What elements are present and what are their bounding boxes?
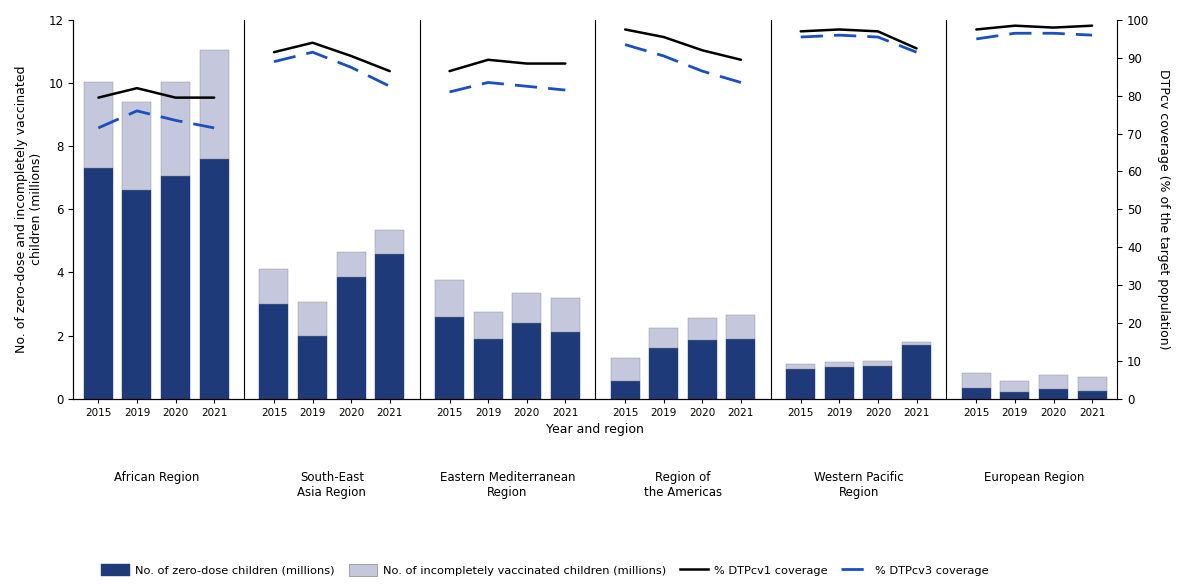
Bar xyxy=(902,342,931,345)
Bar xyxy=(787,369,815,398)
Bar xyxy=(474,339,502,398)
Bar xyxy=(1000,381,1030,393)
Bar xyxy=(687,318,717,340)
Bar xyxy=(512,323,542,398)
Bar xyxy=(610,381,640,398)
Bar xyxy=(337,252,366,277)
Bar xyxy=(299,302,327,336)
Bar xyxy=(649,328,678,348)
Bar xyxy=(122,190,152,398)
Bar xyxy=(376,254,404,398)
Text: Region of
the Americas: Region of the Americas xyxy=(643,471,722,499)
Bar xyxy=(84,168,113,398)
Text: European Region: European Region xyxy=(984,471,1084,483)
Bar xyxy=(687,340,717,398)
Bar xyxy=(551,332,579,398)
Bar xyxy=(1039,375,1068,389)
Bar xyxy=(726,315,755,339)
Legend: No. of zero-dose children (millions), No. of incompletely vaccinated children (m: No. of zero-dose children (millions), No… xyxy=(97,560,993,580)
Bar xyxy=(864,361,892,366)
Bar xyxy=(260,270,288,304)
Bar xyxy=(962,373,991,387)
Bar xyxy=(376,230,404,254)
Bar xyxy=(337,277,366,398)
Bar xyxy=(199,50,229,159)
Bar xyxy=(1077,377,1107,391)
Bar xyxy=(649,348,678,398)
Bar xyxy=(161,81,190,176)
Bar xyxy=(726,339,755,398)
Text: South-East
Asia Region: South-East Asia Region xyxy=(297,471,366,499)
Bar xyxy=(122,102,152,190)
X-axis label: Year and region: Year and region xyxy=(546,423,645,436)
Y-axis label: No. of zero-dose and incompletely vaccinated
children (millions): No. of zero-dose and incompletely vaccin… xyxy=(15,66,43,353)
Bar xyxy=(962,387,991,398)
Bar xyxy=(1000,393,1030,398)
Bar xyxy=(435,280,465,316)
Bar xyxy=(260,304,288,398)
Bar xyxy=(787,364,815,369)
Text: Eastern Mediterranean
Region: Eastern Mediterranean Region xyxy=(440,471,575,499)
Y-axis label: DTPcv coverage (% of the target population): DTPcv coverage (% of the target populati… xyxy=(1157,69,1170,350)
Bar xyxy=(1039,389,1068,398)
Bar xyxy=(864,366,892,398)
Bar xyxy=(84,81,113,168)
Bar xyxy=(435,316,465,398)
Bar xyxy=(1077,391,1107,398)
Bar xyxy=(825,362,854,367)
Bar xyxy=(199,159,229,398)
Bar xyxy=(610,357,640,381)
Bar xyxy=(825,367,854,398)
Bar xyxy=(551,298,579,332)
Bar xyxy=(512,293,542,323)
Bar xyxy=(474,312,502,339)
Text: Western Pacific
Region: Western Pacific Region xyxy=(814,471,903,499)
Bar xyxy=(299,336,327,398)
Bar xyxy=(902,345,931,398)
Text: African Region: African Region xyxy=(114,471,199,483)
Bar xyxy=(161,176,190,398)
